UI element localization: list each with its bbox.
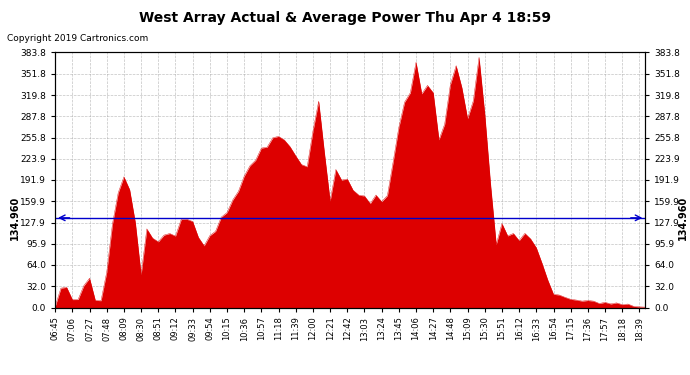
Text: 134.960: 134.960 — [10, 196, 20, 240]
Text: West Array Actual & Average Power Thu Apr 4 18:59: West Array Actual & Average Power Thu Ap… — [139, 11, 551, 25]
Text: Copyright 2019 Cartronics.com: Copyright 2019 Cartronics.com — [7, 34, 148, 43]
Text: 134.960: 134.960 — [678, 196, 688, 240]
Text: Average  (DC Watts): Average (DC Watts) — [426, 28, 529, 38]
Text: West Array  (DC Watts): West Array (DC Watts) — [529, 28, 647, 38]
